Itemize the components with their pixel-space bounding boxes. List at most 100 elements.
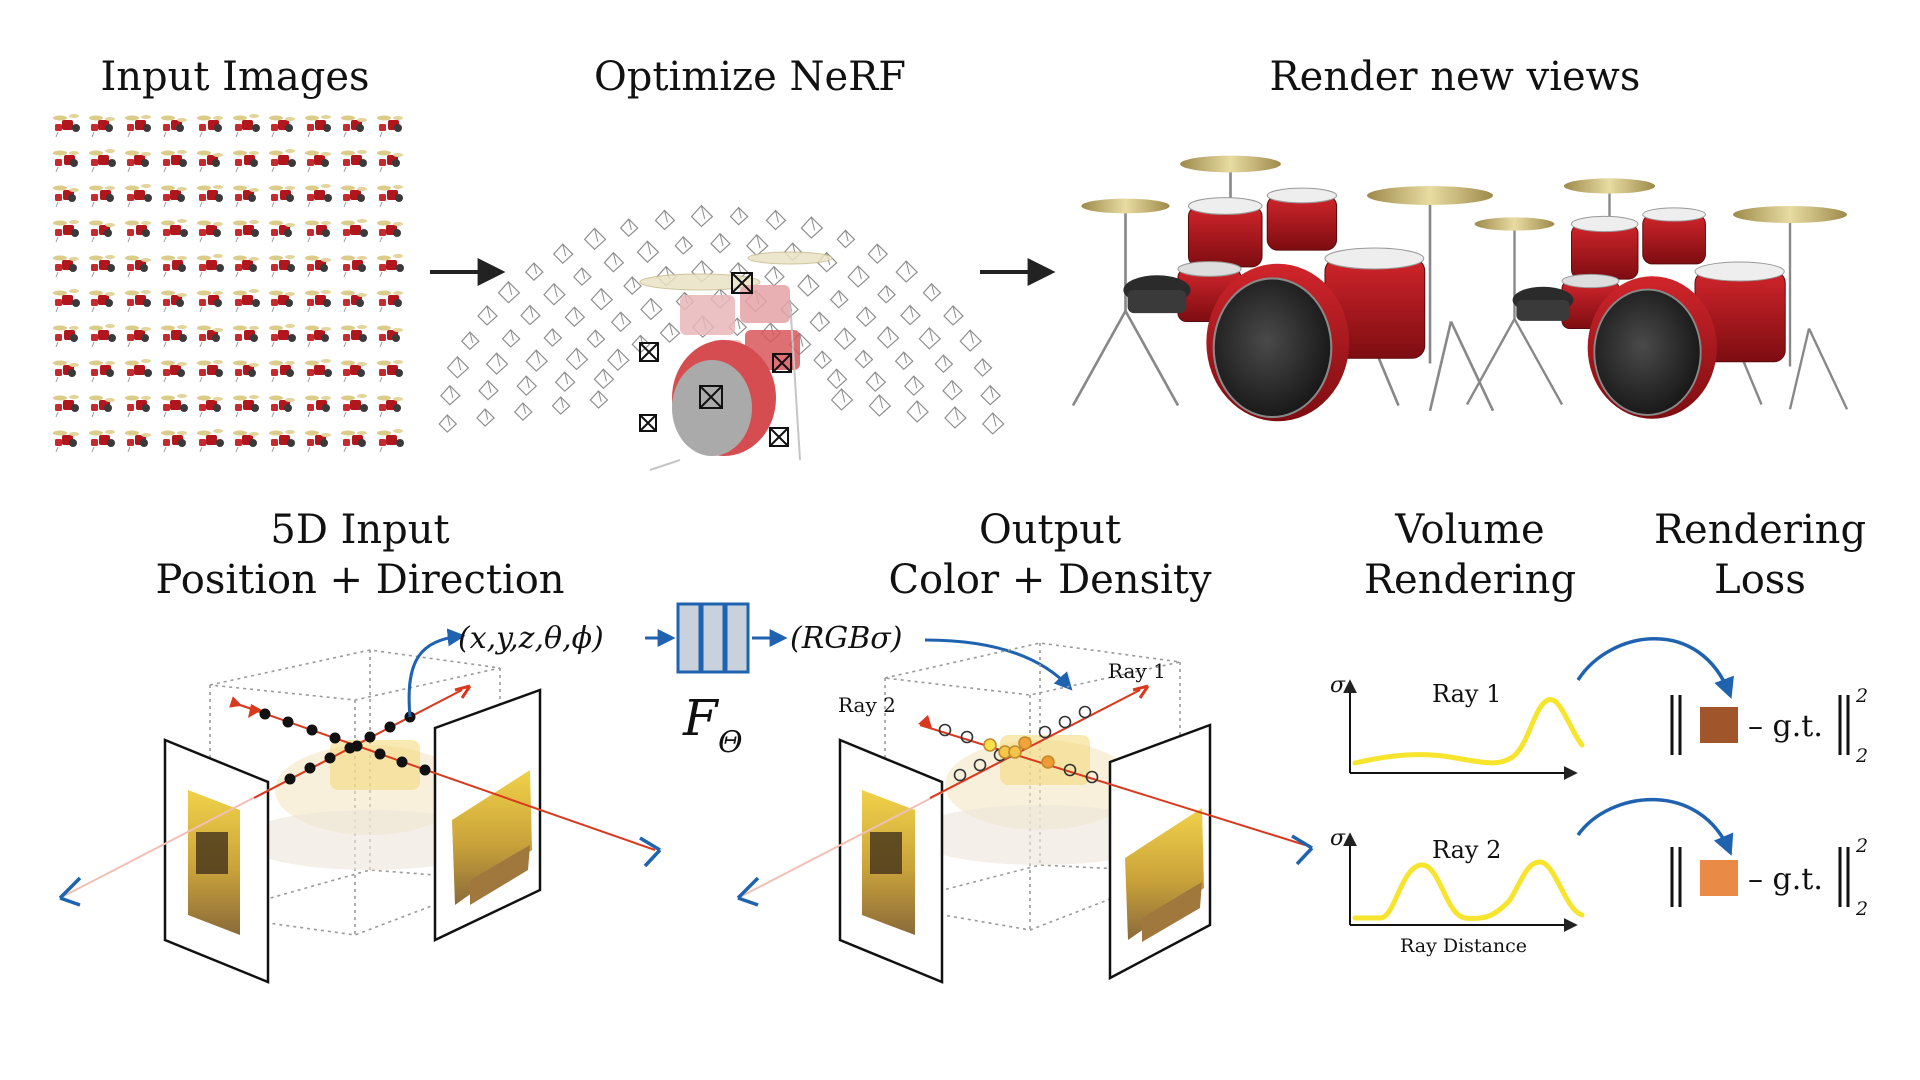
faded-drum-kit [639,251,833,471]
title-optimize-nerf: Optimize NeRF [594,54,906,100]
input-thumbnail [305,184,332,208]
input-thumbnail [53,114,80,138]
input-thumbnail [341,394,368,418]
input-thumbnail [89,149,116,173]
camera-frustum [586,329,606,349]
camera-frustum [623,276,643,295]
input-thumbnail [341,255,367,278]
camera-frustum [900,304,921,326]
camera-frustum [944,406,967,429]
plot-1-title: Ray 1 [1432,680,1501,708]
input-thumbnail [125,150,151,173]
input-thumbnail [233,185,259,208]
camera-frustum [520,304,541,326]
camera-frustum [516,375,538,396]
loss-term-1: – g.t. 2 2 [1670,685,1868,767]
title-5d-input: 5D Input [270,507,450,553]
input-thumbnail [53,430,79,453]
input-thumbnail [269,149,296,173]
input-thumbnail [233,360,259,383]
input-thumbnail [305,395,331,418]
input-thumbnail [197,429,224,453]
input-thumbnail [53,255,79,278]
camera-frustum [959,329,982,352]
input-thumbnail [53,220,79,243]
input-thumbnail [233,289,260,313]
camera-frustum [640,297,663,321]
plot-2-curve [1352,859,1585,921]
input-thumbnail [53,360,79,383]
input-thumbnail [53,325,79,348]
input-thumbnail [53,150,79,173]
camera-frustum [478,379,499,401]
input-tuple: (x,y,z,θ,ϕ) [458,621,604,656]
input-thumbnail [197,254,224,278]
loss-color-swatch-2 [1700,860,1738,896]
camera-frustum [564,306,586,328]
loss-sub-2: 2 [1855,898,1868,920]
camera-frustum [610,311,632,333]
input-thumbnail [233,255,259,278]
output-tuple: (RGBσ) [790,621,903,656]
plot-ray-2: σ Ray 2 Ray Distance [1330,826,1585,957]
input-thumbnail [53,289,80,313]
camera-frustum [525,349,549,372]
rendered-view-2 [1465,178,1849,419]
input-thumbnail [377,254,404,278]
camera-frustum [654,209,676,231]
camera-frustum [593,368,615,390]
input-thumbnail [269,115,295,138]
camera-frustum [765,209,787,231]
input-thumbnail [341,115,367,138]
input-thumbnail [269,395,295,418]
input-thumbnail [161,325,187,348]
input-thumbnail [233,430,259,453]
camera-frustum [797,274,820,297]
camera-frustum [833,327,857,350]
input-thumbnail [269,324,296,348]
camera-frustum [659,322,681,343]
title-input-images: Input Images [100,54,370,100]
camera-frustum [877,284,896,304]
camera-frustum [894,351,914,371]
input-thumbnail [89,290,115,313]
camera-frustum [980,384,1002,406]
camera-frustum [710,232,731,254]
input-thumbnail [125,255,151,278]
camera-frustum [636,240,660,263]
input-thumbnail [197,220,223,243]
camera-frustum [552,243,574,264]
input-thumbnail [197,325,223,348]
camera-frustum [813,350,833,370]
camera-frustum [943,305,964,326]
input-thumbnail [269,430,295,453]
input-thumbnail [269,185,295,208]
input-scene [58,628,662,984]
function-symbol: F [682,689,720,747]
loss-sup-2: 2 [1855,835,1868,857]
input-thumbnail [161,115,187,138]
camera-frustum [973,358,993,377]
camera-frustum [573,267,592,286]
input-thumbnail [269,220,295,243]
camera-frustum [729,206,749,226]
arrow-loss-2 [1576,797,1734,856]
input-thumbnail [269,290,295,313]
camera-frustum [922,282,942,302]
input-thumbnail [341,150,367,173]
camera-frustum [868,394,892,417]
input-thumbnail [341,219,368,243]
input-thumbnail [89,360,115,383]
title-render-new-views: Render new views [1269,54,1641,100]
output-scene: Ray 1 Ray 2 [736,642,1314,984]
input-thumbnail [305,430,331,453]
input-thumbnail [233,220,259,243]
input-thumbnail [89,430,115,453]
camera-frustum [477,305,498,326]
camera-frustum [446,356,470,379]
title-output: Output [978,507,1122,553]
camera-frustum [829,289,849,309]
input-thumbnail [305,255,331,278]
input-thumbnail [161,290,187,313]
